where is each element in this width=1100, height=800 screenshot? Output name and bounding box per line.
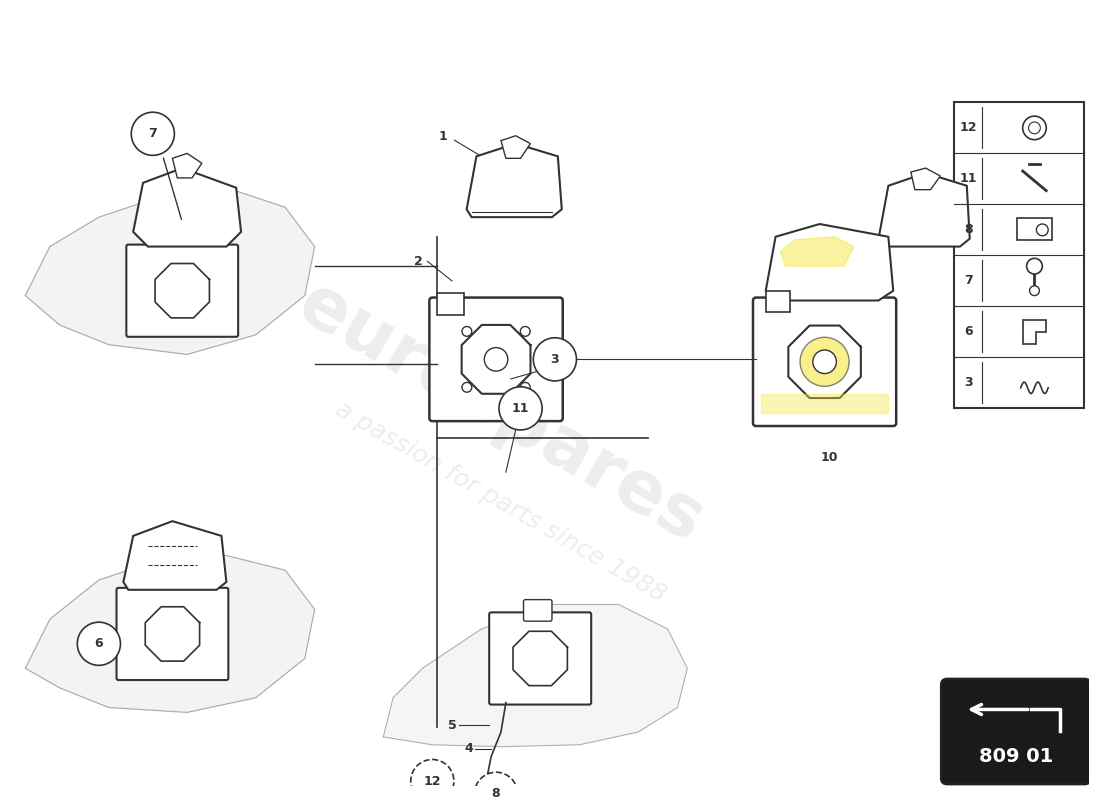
Circle shape (813, 350, 836, 374)
Circle shape (520, 326, 530, 336)
Circle shape (1023, 116, 1046, 140)
Polygon shape (437, 293, 464, 315)
Text: 12: 12 (960, 122, 978, 134)
Polygon shape (383, 605, 688, 746)
Polygon shape (766, 224, 893, 301)
Text: 1: 1 (438, 130, 447, 143)
FancyBboxPatch shape (490, 612, 591, 705)
Circle shape (410, 759, 454, 800)
Text: 3: 3 (965, 376, 974, 390)
Text: 7: 7 (965, 274, 974, 287)
Polygon shape (1023, 320, 1046, 344)
Circle shape (1026, 258, 1043, 274)
Circle shape (474, 772, 518, 800)
Circle shape (131, 112, 175, 155)
Text: 7: 7 (148, 127, 157, 140)
Text: 11: 11 (960, 172, 978, 186)
Polygon shape (133, 168, 241, 246)
Polygon shape (25, 188, 315, 354)
Circle shape (1030, 286, 1040, 295)
FancyBboxPatch shape (429, 298, 563, 421)
Text: 12: 12 (424, 774, 441, 787)
Text: eurospares: eurospares (286, 269, 716, 558)
FancyBboxPatch shape (754, 298, 896, 426)
Polygon shape (25, 555, 315, 712)
Text: 3: 3 (551, 353, 559, 366)
Polygon shape (123, 521, 227, 590)
FancyBboxPatch shape (954, 102, 1084, 408)
Polygon shape (173, 154, 202, 178)
Circle shape (1036, 224, 1048, 236)
Text: 5: 5 (448, 718, 456, 732)
Text: 809 01: 809 01 (979, 747, 1053, 766)
Text: 6: 6 (965, 326, 974, 338)
Polygon shape (466, 143, 562, 217)
Circle shape (462, 326, 472, 336)
FancyBboxPatch shape (126, 245, 238, 337)
Circle shape (499, 387, 542, 430)
Polygon shape (911, 168, 940, 190)
FancyBboxPatch shape (1016, 218, 1052, 240)
Circle shape (1028, 122, 1041, 134)
Text: 9: 9 (981, 182, 990, 194)
Polygon shape (781, 237, 854, 266)
Circle shape (462, 382, 472, 392)
FancyBboxPatch shape (117, 588, 229, 680)
Text: 2: 2 (414, 254, 422, 268)
Circle shape (800, 338, 849, 386)
Text: 8: 8 (492, 787, 500, 800)
Text: 11: 11 (512, 402, 529, 415)
Polygon shape (766, 290, 790, 312)
Text: 4: 4 (465, 742, 473, 755)
Text: 8: 8 (965, 223, 974, 236)
Text: a passion for parts since 1988: a passion for parts since 1988 (331, 397, 671, 606)
Polygon shape (879, 173, 970, 246)
FancyBboxPatch shape (524, 600, 552, 621)
Circle shape (534, 338, 576, 381)
Circle shape (484, 347, 508, 371)
FancyBboxPatch shape (942, 679, 1090, 784)
Polygon shape (761, 394, 889, 414)
Text: 10: 10 (821, 451, 838, 464)
Polygon shape (500, 136, 530, 158)
Text: 6: 6 (95, 638, 103, 650)
Circle shape (77, 622, 121, 666)
Circle shape (520, 382, 530, 392)
